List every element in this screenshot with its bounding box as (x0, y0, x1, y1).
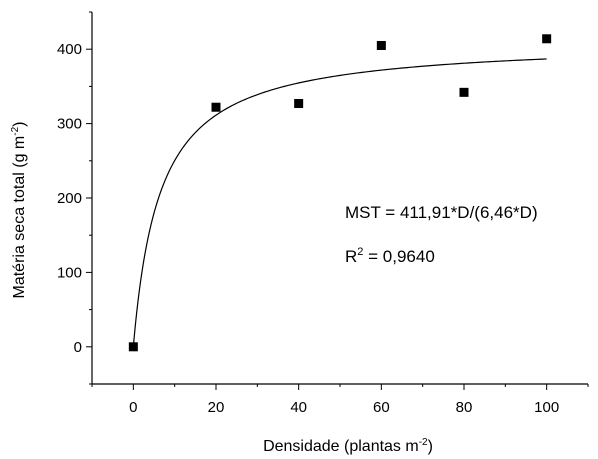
data-point (211, 102, 221, 112)
y-tick-label: 100 (57, 264, 82, 281)
x-axis-title: Densidade (plantas m-2) (263, 437, 433, 455)
x-tick-label: 40 (290, 399, 307, 416)
data-points (128, 34, 552, 352)
data-point (128, 342, 138, 352)
x-axis-title-sup: -2 (419, 437, 428, 448)
y-axis-title-sup: -2 (10, 126, 21, 135)
equation-annotation: MST = 411,91*D/(6,46*D) (345, 203, 538, 222)
y-ticks: 0 100 200 300 400 (57, 11, 92, 385)
data-point (376, 40, 386, 50)
y-tick-label: 200 (57, 190, 82, 207)
fit-curve (132, 58, 547, 347)
x-ticks: 0 20 40 60 80 100 (91, 384, 589, 416)
r2-sup: 2 (357, 246, 363, 258)
x-tick-label: 60 (373, 399, 390, 416)
x-axis: 0 20 40 60 80 100 (91, 383, 589, 416)
x-tick-label: 80 (456, 399, 473, 416)
y-tick-label: 0 (74, 339, 82, 356)
data-point (459, 87, 469, 97)
data-point (542, 34, 552, 44)
x-tick-label: 0 (129, 399, 137, 416)
r2-value: = 0,9640 (363, 247, 434, 266)
y-axis-title-main: Matéria seca total (g m (11, 136, 28, 299)
y-tick-label: 300 (57, 116, 82, 133)
y-axis-title-end: ) (11, 122, 28, 127)
r2-annotation: R2 = 0,9640 (345, 246, 435, 266)
x-axis-title-end: ) (428, 438, 433, 455)
x-tick-label: 100 (534, 399, 559, 416)
x-axis-title-main: Densidade (plantas m (263, 438, 419, 455)
y-axis: 0 100 200 300 400 (57, 11, 93, 385)
y-tick-label: 400 (57, 41, 82, 58)
r2-prefix: R (345, 247, 357, 266)
data-point (294, 99, 304, 109)
y-axis-title: Matéria seca total (g m-2) (10, 122, 28, 299)
x-tick-label: 20 (208, 399, 225, 416)
